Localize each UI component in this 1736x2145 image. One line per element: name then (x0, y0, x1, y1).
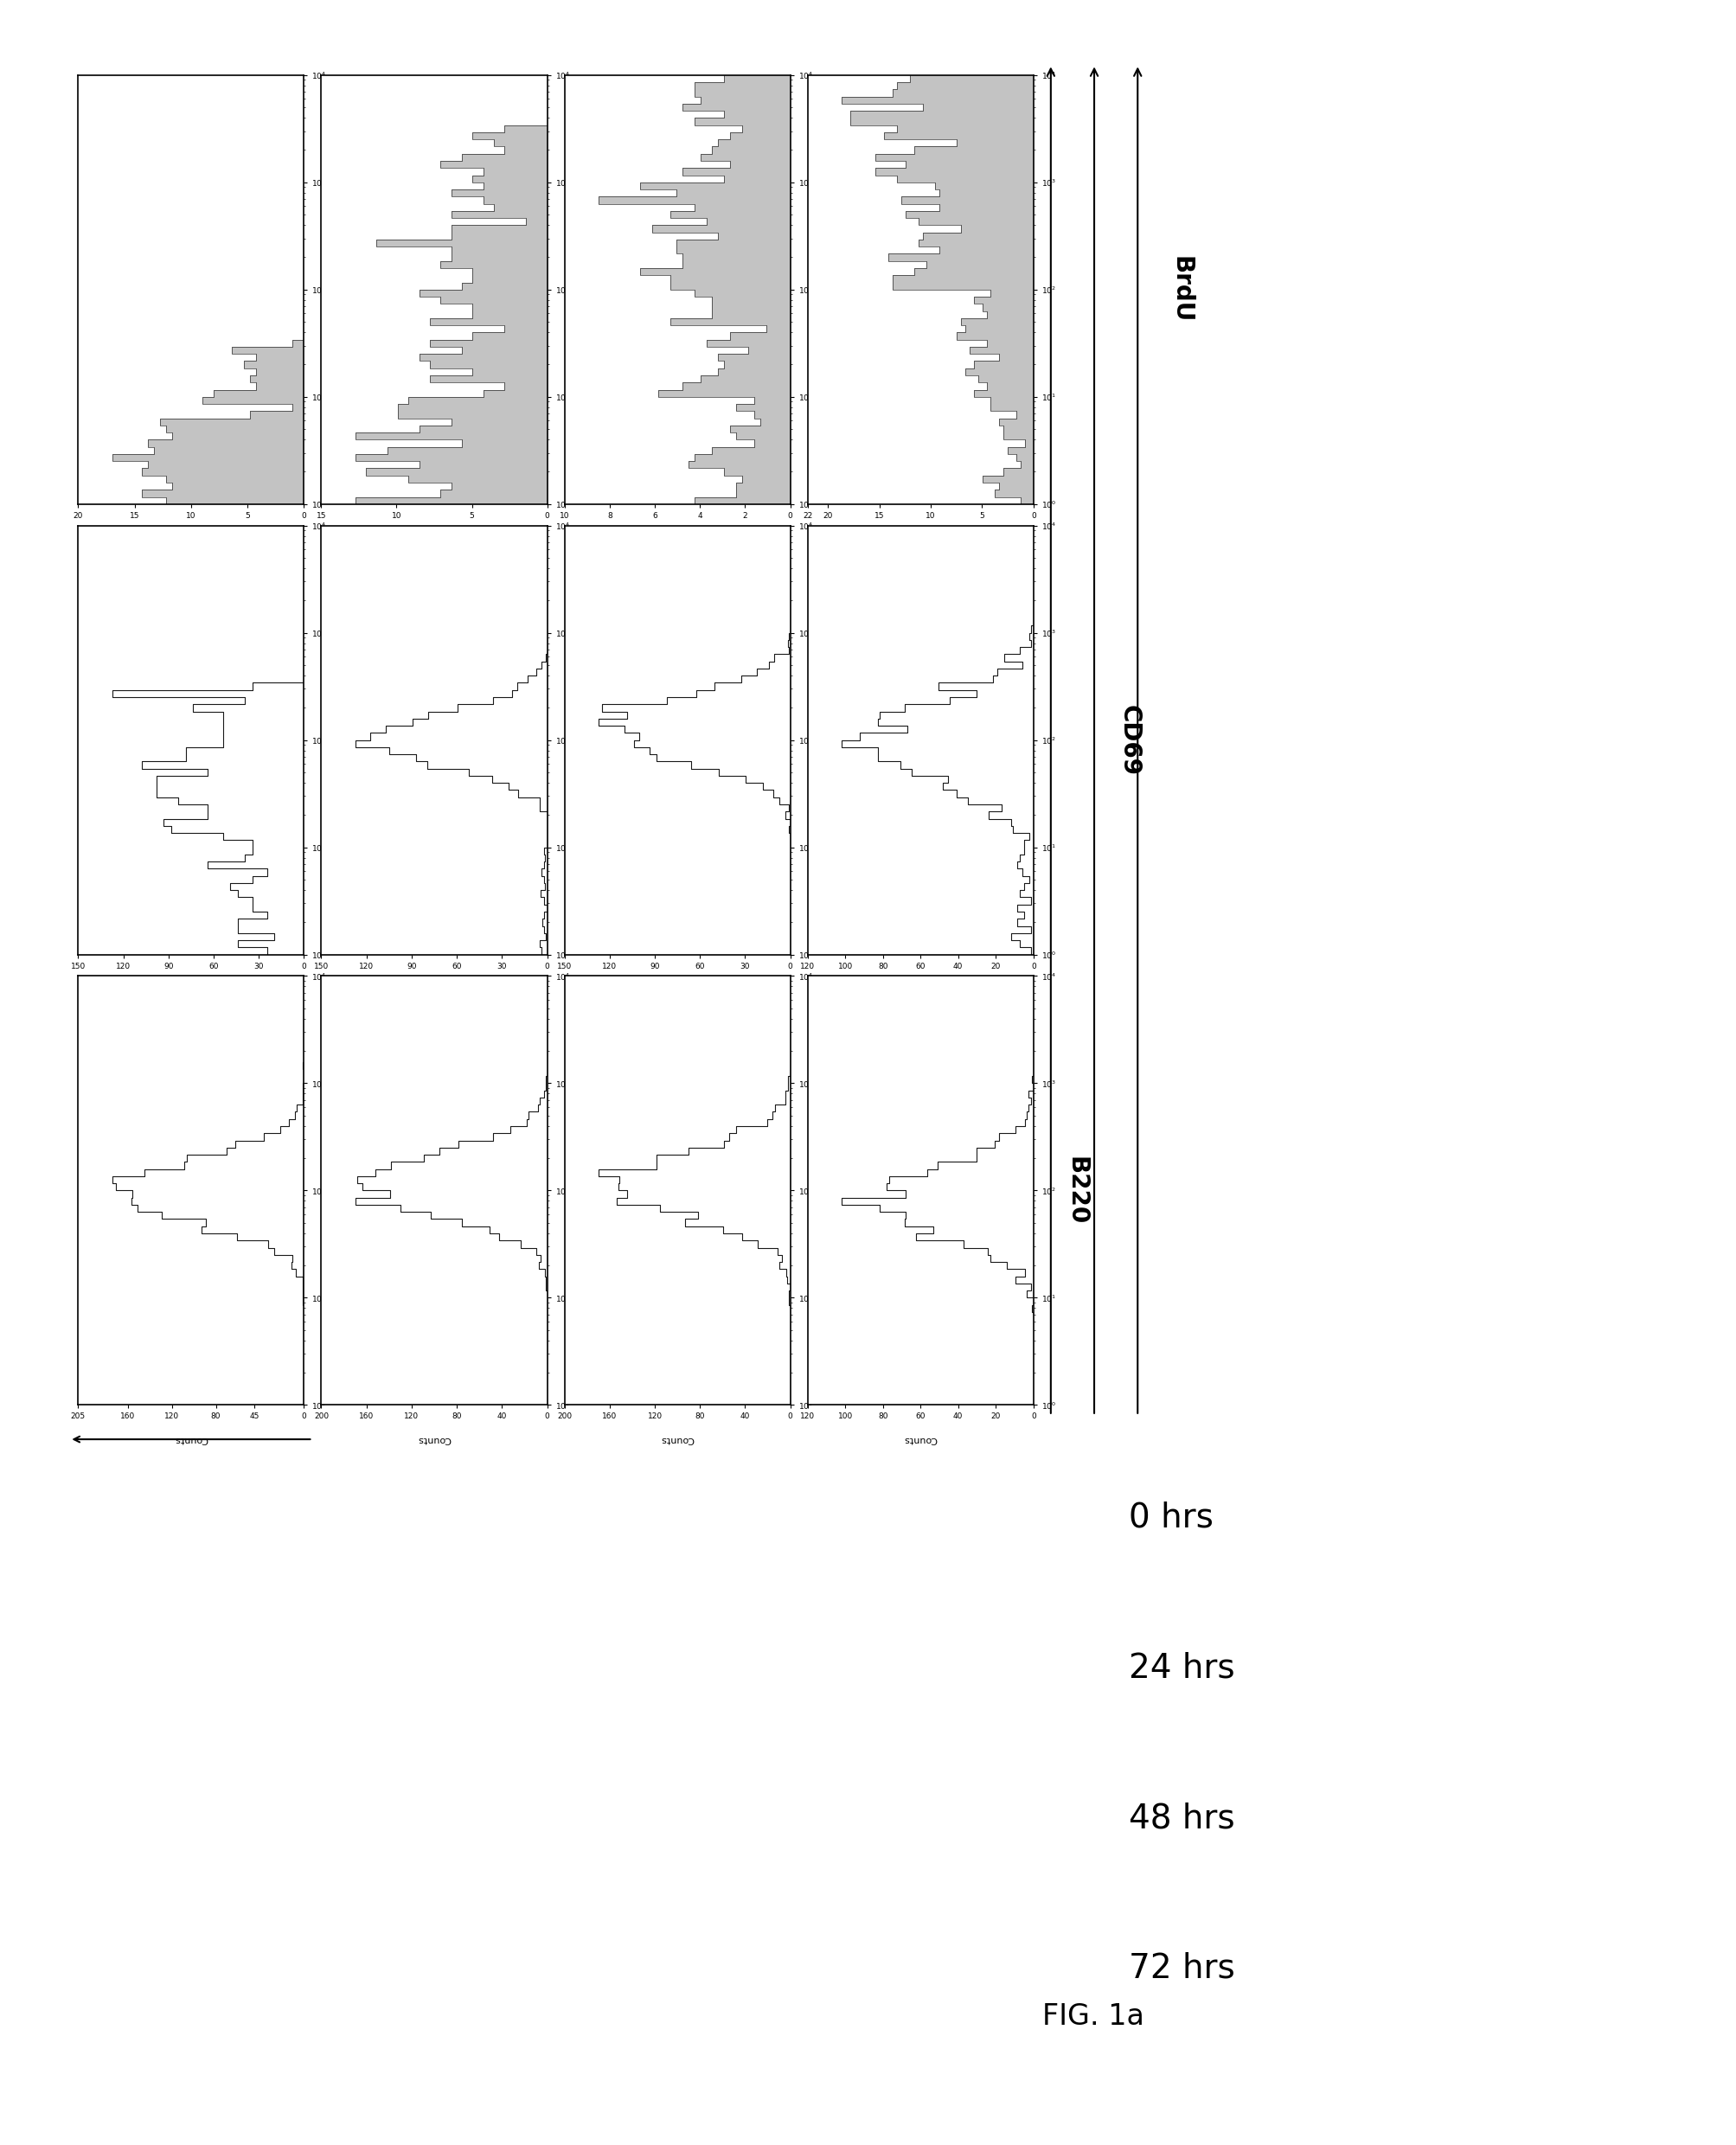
X-axis label: Counts: Counts (903, 1435, 937, 1444)
X-axis label: Counts: Counts (903, 534, 937, 543)
Text: B220: B220 (1064, 1156, 1088, 1225)
Text: BrdU: BrdU (1168, 255, 1193, 324)
Text: FIG. 1a: FIG. 1a (1042, 2001, 1144, 2031)
X-axis label: Counts: Counts (417, 985, 451, 993)
X-axis label: Counts: Counts (417, 534, 451, 543)
X-axis label: Counts: Counts (660, 1435, 694, 1444)
Text: 0 hrs: 0 hrs (1128, 1502, 1213, 1534)
X-axis label: Counts: Counts (174, 534, 208, 543)
X-axis label: Counts: Counts (660, 985, 694, 993)
Text: 24 hrs: 24 hrs (1128, 1652, 1234, 1684)
Text: 72 hrs: 72 hrs (1128, 1952, 1234, 1984)
X-axis label: Counts: Counts (903, 985, 937, 993)
Text: CD69: CD69 (1116, 704, 1141, 776)
X-axis label: Counts: Counts (660, 534, 694, 543)
X-axis label: Counts: Counts (174, 985, 208, 993)
Text: 48 hrs: 48 hrs (1128, 1802, 1234, 1834)
X-axis label: Counts: Counts (174, 1435, 208, 1444)
X-axis label: Counts: Counts (417, 1435, 451, 1444)
